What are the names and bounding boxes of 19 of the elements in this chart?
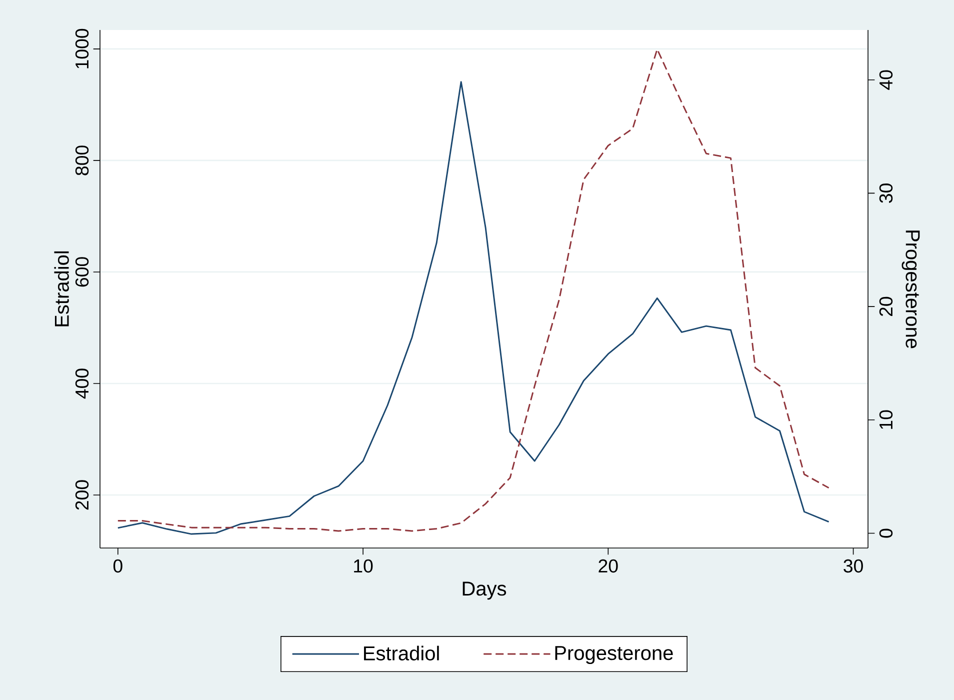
x-tick-label: 10 [354, 559, 373, 573]
legend-label: Estradiol [364, 646, 439, 660]
y-tick-label: 200 [75, 480, 89, 510]
y-tick-label: 1000 [75, 28, 89, 68]
legend-label: Progesterone [555, 646, 673, 664]
y2-axis-title: Progesterone [902, 230, 920, 348]
y-axis-title: Estradiol [54, 251, 69, 326]
y-tick-label: 400 [75, 368, 89, 399]
x-tick-label: 0 [113, 559, 122, 573]
x-tick-label: 30 [844, 559, 863, 573]
x-axis-title: Days [462, 582, 506, 600]
y-tick-label: 600 [75, 257, 89, 287]
x-tick-label: 20 [598, 559, 618, 573]
y2-tick-label: 30 [879, 184, 893, 203]
y2-tick-label: 20 [879, 296, 893, 316]
y2-tick-label: 40 [879, 70, 893, 90]
y2-tick-label: 10 [879, 410, 893, 429]
y-tick-label: 800 [75, 146, 89, 176]
y2-tick-label: 0 [879, 528, 893, 538]
